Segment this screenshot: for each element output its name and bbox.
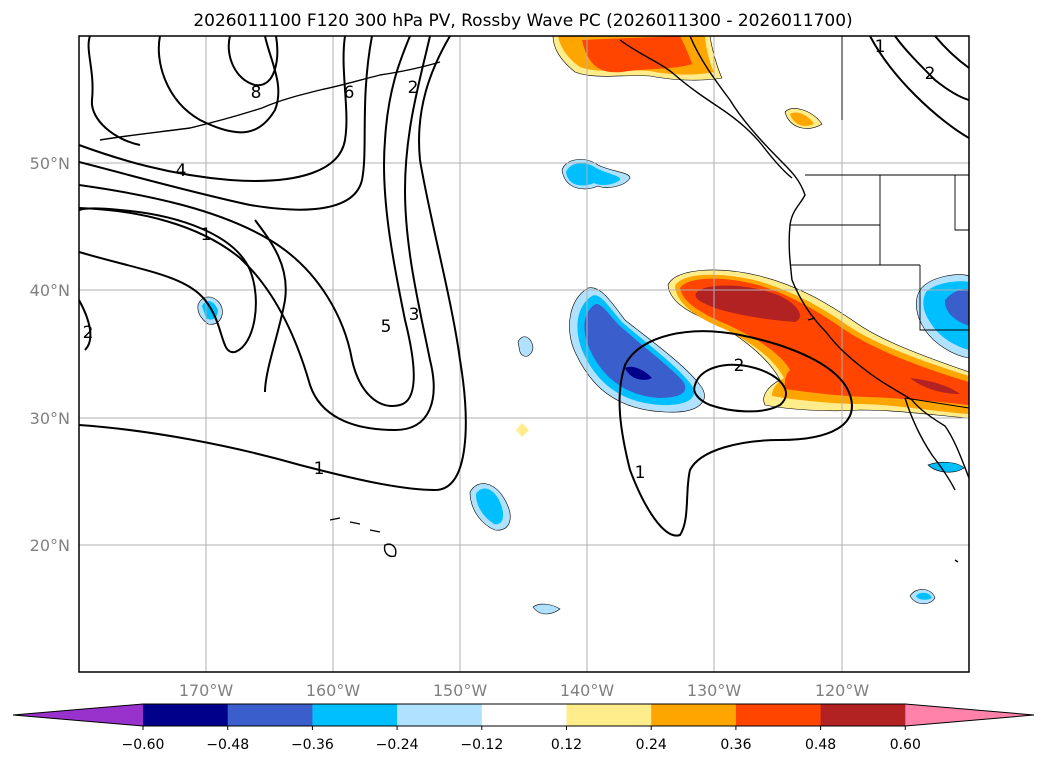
contour-label: 3 bbox=[409, 305, 420, 325]
map-title: 2026011100 F120 300 hPa PV, Rossby Wave … bbox=[193, 11, 852, 31]
pv-contours bbox=[79, 36, 969, 537]
positive-anomaly-fills bbox=[516, 36, 969, 437]
coast-north-america bbox=[689, 36, 969, 479]
colorbar-tick-label: 0.36 bbox=[720, 737, 751, 753]
contour-label: 2 bbox=[925, 64, 936, 84]
anomaly-warm-darkred bbox=[695, 285, 800, 322]
colorbar-tick-label: −0.48 bbox=[206, 737, 249, 753]
borders bbox=[790, 36, 969, 409]
anomaly-blue-small2 bbox=[532, 603, 561, 615]
colorbar-segment bbox=[312, 704, 398, 726]
island-small2 bbox=[954, 559, 959, 563]
colorbar-tick-label: 0.24 bbox=[636, 737, 667, 753]
colorbar-segment bbox=[481, 704, 567, 726]
map-area: 8 6 4 2 1 5 3 2 1 2 1 1 2 bbox=[79, 36, 969, 672]
contour-label: 2 bbox=[408, 78, 419, 98]
colorbar-segment bbox=[143, 704, 229, 726]
border-state-nv bbox=[919, 265, 969, 331]
contour-line bbox=[693, 363, 787, 413]
coast-alaska-panhandle bbox=[619, 39, 793, 179]
contour-line bbox=[618, 330, 853, 537]
lat-label: 30°N bbox=[30, 409, 70, 428]
colorbar-tick-label: 0.48 bbox=[805, 737, 836, 753]
contour-label: 1 bbox=[635, 463, 646, 483]
contour-label: 8 bbox=[251, 83, 262, 103]
island-hawaii bbox=[329, 517, 397, 558]
contour-line bbox=[894, 36, 969, 101]
colorbar-tick-label: −0.24 bbox=[376, 737, 419, 753]
contour-label: 2 bbox=[83, 323, 94, 343]
lon-label: 170°W bbox=[179, 681, 234, 700]
contour-line bbox=[79, 36, 415, 407]
colorbar-segment bbox=[566, 704, 652, 726]
lat-labels: 50°N 40°N 30°N 20°N bbox=[30, 154, 70, 555]
colorbar-tick-label: −0.60 bbox=[122, 737, 165, 753]
anomaly-warm-small-bc-core bbox=[790, 112, 814, 126]
anomaly-blue-hawaii-core bbox=[476, 488, 504, 525]
contour-line bbox=[79, 36, 348, 182]
contour-label: 1 bbox=[875, 37, 886, 57]
lon-labels: 170°W 160°W 150°W 140°W 130°W 120°W bbox=[179, 681, 870, 700]
contour-line bbox=[79, 36, 435, 432]
contour-line bbox=[79, 36, 467, 492]
lon-label: 130°W bbox=[687, 681, 742, 700]
anomaly-warm-darkred2 bbox=[910, 378, 960, 394]
contour-label: 1 bbox=[314, 459, 325, 479]
colorbar-tick-label: 0.12 bbox=[551, 737, 582, 753]
contour-line bbox=[869, 36, 969, 139]
colorbar-segment bbox=[735, 704, 822, 726]
anomaly-blue-baja bbox=[927, 461, 965, 473]
coast-alaska-islands bbox=[99, 61, 441, 141]
contour-label: 2 bbox=[734, 356, 745, 376]
anomaly-blue-small1 bbox=[517, 336, 534, 357]
lon-label: 150°W bbox=[433, 681, 488, 700]
anomaly-blue-east-core bbox=[944, 289, 969, 326]
border-us-mexico bbox=[904, 397, 969, 409]
contour-line bbox=[227, 36, 279, 87]
map-frame bbox=[78, 35, 970, 673]
contour-line bbox=[79, 207, 257, 354]
anomaly-navy-core bbox=[625, 366, 652, 380]
lon-label: 120°W bbox=[815, 681, 870, 700]
colorbar-extend-min bbox=[13, 704, 143, 726]
contour-line bbox=[254, 219, 287, 393]
lat-label: 40°N bbox=[30, 281, 70, 300]
lon-label: 140°W bbox=[560, 681, 615, 700]
anomaly-blue-north-core bbox=[566, 163, 621, 186]
contour-line bbox=[79, 299, 92, 351]
colorbar-segment bbox=[651, 704, 737, 726]
contour-line bbox=[87, 36, 141, 146]
contour-line bbox=[79, 36, 373, 211]
colorbar-tick-label: −0.36 bbox=[291, 737, 334, 753]
colorbar-tick-label: 0.60 bbox=[890, 737, 921, 753]
anomaly-blue-small3-core bbox=[916, 592, 932, 600]
colorbar-tick-label: −0.12 bbox=[460, 737, 503, 753]
contour-label: 5 bbox=[381, 317, 392, 337]
lat-label: 20°N bbox=[30, 536, 70, 555]
contour-labels: 8 6 4 2 1 5 3 2 1 2 1 1 2 bbox=[83, 37, 936, 483]
gridlines bbox=[79, 36, 969, 672]
lon-label: 160°W bbox=[306, 681, 361, 700]
colorbar-segment bbox=[397, 704, 483, 726]
contour-label: 4 bbox=[176, 161, 187, 181]
colorbar-segment bbox=[227, 704, 313, 726]
colorbar-extend-max bbox=[905, 704, 1034, 726]
contour-label: 1 bbox=[201, 225, 212, 245]
anomaly-warm-alaska-red bbox=[582, 36, 692, 73]
anomaly-warm-small-dot bbox=[516, 423, 529, 437]
lat-label: 50°N bbox=[30, 154, 70, 173]
coastlines bbox=[99, 36, 969, 563]
island-small1 bbox=[807, 317, 816, 321]
colorbar-segment bbox=[820, 704, 906, 726]
coast-baja bbox=[904, 397, 956, 491]
contour-line bbox=[934, 36, 969, 69]
colorbar: −0.60 −0.48 −0.36 −0.24 −0.12 0.12 0.24 0.36 0.4… bbox=[12, 703, 1035, 753]
contour-line bbox=[157, 36, 280, 134]
border-state-mt bbox=[954, 175, 969, 231]
contour-label: 6 bbox=[344, 83, 355, 103]
